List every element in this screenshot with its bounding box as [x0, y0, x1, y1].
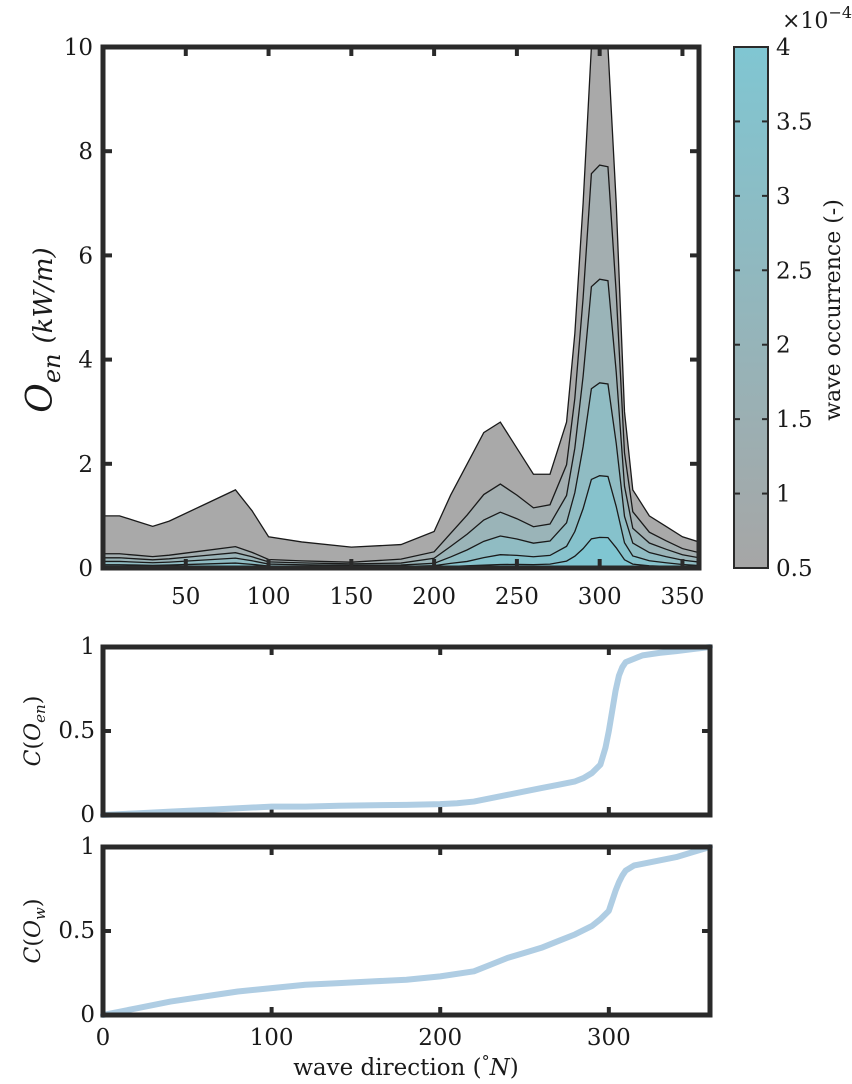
colorbar-tick-label: 4: [776, 35, 791, 61]
cdf-wave-ylabel-main: O: [21, 920, 46, 938]
colorbar-tick-label: 2.5: [776, 258, 813, 284]
occurrence-xtick-label: 200: [412, 584, 456, 610]
cdf-wave-ytick-label: 0: [80, 1002, 95, 1028]
occurrence-ylabel-main: O: [20, 383, 61, 413]
occurrence-contour-level-0: [103, 47, 699, 568]
cdf-energy-ylabel-open: (: [21, 741, 46, 750]
cdf-energy-ylabel-main: O: [21, 723, 46, 741]
occurrence-ytick-label: 4: [78, 348, 93, 374]
occurrence-xtick-label: 150: [329, 584, 373, 610]
occurrence-contour-level-4: [103, 475, 699, 568]
cdf-energy-ylabel-close: ): [21, 696, 46, 705]
cdf-wave-xlabel-text: wave direction (: [293, 1055, 481, 1081]
occurrence-xtick-label: 350: [660, 584, 704, 610]
cdf-energy-ytick-label: 1: [80, 634, 95, 660]
colorbar: 0.5 1 1.5 2 2.5 3 3.5 4 ×10−4 wave occurrence (…: [733, 3, 852, 582]
cdf-wave-ticks: 0 100 200 300 0 0.5 1: [58, 834, 710, 1051]
occurrence-panel: 50 100 150 200 250 300 350 0 2 4 6 8 10 Oen (kW/m): [20, 35, 704, 610]
cdf-wave-ytick-label: 0.5: [58, 918, 95, 944]
cdf-energy-ytick-label: 0.5: [58, 718, 95, 744]
occurrence-contour-level-1: [103, 164, 699, 568]
occurrence-ytick-label: 6: [78, 243, 93, 269]
cdf-wave-frame: [100, 844, 713, 1018]
cdf-wave-xlabel-unit: N: [489, 1055, 511, 1081]
colorbar-tick-label: 2: [776, 333, 791, 359]
colorbar-tick-label: 1: [776, 482, 791, 508]
cdf-energy-ticks: 00.51: [58, 634, 710, 828]
cdf-energy-panel: 00.51 C(Oen): [21, 634, 713, 828]
cdf-energy-ylabel: C(Oen): [21, 696, 49, 767]
occurrence-ylabel-sub: en: [38, 354, 66, 384]
colorbar-tick-label: 1.5: [776, 407, 813, 433]
occurrence-ylabel: Oen (kW/m): [20, 247, 66, 412]
cdf-wave-xlabel-close: ): [510, 1055, 519, 1081]
cdf-wave-ylabel-func: C: [21, 946, 46, 963]
cdf-energy-frame: [100, 644, 713, 818]
cdf-wave-ylabel-open: (: [21, 938, 46, 947]
colorbar-exponent-power: −4: [828, 3, 852, 22]
cdf-wave-line: [100, 844, 713, 1018]
colorbar-exponent: ×10−4: [782, 3, 852, 34]
cdf-wave-xtick-label: 100: [250, 1025, 294, 1051]
occurrence-ytick-label: 8: [78, 139, 93, 165]
colorbar-tick-label: 3.5: [776, 109, 813, 135]
colorbar-tick-label: 0.5: [776, 556, 813, 582]
cdf-wave-ylabel: C(Ow): [21, 899, 49, 964]
colorbar-ticks: 0.5 1 1.5 2 2.5 3 3.5 4: [734, 35, 813, 582]
occurrence-ticks: 50 100 150 200 250 300 350 0 2 4 6 8 10: [64, 35, 705, 610]
cdf-wave-xlabel-degree: °: [482, 1052, 490, 1071]
occurrence-contour-level-2: [103, 278, 699, 568]
cdf-energy-line: [100, 644, 713, 818]
colorbar-exponent-base: ×10: [782, 9, 828, 34]
occurrence-xtick-label: 50: [171, 584, 200, 610]
occurrence-contour-level-3: [103, 382, 699, 568]
cdf-energy-ylabel-func: C: [21, 749, 46, 766]
colorbar-tick-label: 3: [776, 184, 791, 210]
cdf-wave-xlabel: wave direction (°N): [293, 1052, 519, 1081]
occurrence-frame: [100, 44, 702, 571]
cdf-wave-ytick-label: 1: [80, 834, 95, 860]
cdf-wave-xtick-label: 200: [418, 1025, 462, 1051]
colorbar-label: wave occurrence (-): [821, 199, 846, 421]
occurrence-ylabel-unit: (kW/m): [29, 247, 59, 343]
cdf-energy-ylabel-sub: en: [31, 704, 49, 723]
occurrence-ytick-label: 0: [78, 556, 93, 582]
occurrence-xtick-label: 100: [247, 584, 291, 610]
cdf-wave-panel: 0 100 200 300 0 0.5 1 C(Ow) wave direction (°N…: [21, 834, 713, 1081]
cdf-wave-ylabel-close: ): [21, 899, 46, 908]
cdf-wave-ylabel-sub: w: [31, 907, 49, 920]
occurrence-xtick-label: 250: [495, 584, 539, 610]
occurrence-xtick-label: 300: [578, 584, 622, 610]
cdf-wave-xtick-label: 0: [96, 1025, 111, 1051]
cdf-wave-xtick-label: 300: [587, 1025, 631, 1051]
colorbar-gradient: [733, 46, 769, 569]
occurrence-ytick-label: 2: [78, 452, 93, 478]
cdf-energy-ytick-label: 0: [80, 802, 95, 828]
occurrence-fill: [103, 47, 699, 568]
occurrence-ytick-label: 10: [64, 35, 93, 61]
